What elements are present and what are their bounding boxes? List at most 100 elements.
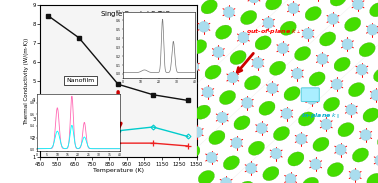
Circle shape	[375, 155, 378, 166]
Circle shape	[249, 0, 259, 3]
Ellipse shape	[324, 97, 339, 111]
Ellipse shape	[259, 101, 275, 115]
Ellipse shape	[345, 17, 361, 31]
Ellipse shape	[334, 57, 350, 71]
Circle shape	[367, 24, 378, 35]
Ellipse shape	[309, 72, 325, 86]
Ellipse shape	[266, 0, 282, 10]
Circle shape	[181, 167, 192, 178]
Ellipse shape	[184, 145, 200, 159]
Circle shape	[356, 64, 367, 75]
Ellipse shape	[238, 181, 254, 183]
Circle shape	[296, 133, 307, 144]
Circle shape	[332, 79, 342, 90]
Circle shape	[223, 7, 234, 18]
Ellipse shape	[367, 173, 378, 183]
Circle shape	[206, 152, 217, 163]
Ellipse shape	[270, 61, 286, 75]
Circle shape	[306, 94, 317, 104]
Ellipse shape	[245, 76, 260, 90]
Circle shape	[350, 169, 361, 180]
Ellipse shape	[305, 7, 321, 21]
Circle shape	[267, 83, 278, 94]
Ellipse shape	[352, 148, 369, 162]
Ellipse shape	[255, 36, 271, 50]
Ellipse shape	[359, 43, 375, 57]
Ellipse shape	[319, 32, 336, 46]
Circle shape	[302, 28, 313, 39]
Circle shape	[335, 144, 346, 155]
FancyBboxPatch shape	[301, 88, 319, 102]
Ellipse shape	[176, 14, 192, 29]
Ellipse shape	[330, 0, 346, 6]
Circle shape	[321, 119, 332, 130]
Y-axis label: Thermal Conductivity (W/(m·K)): Thermal Conductivity (W/(m·K))	[24, 38, 29, 125]
Text: Single Crystal SrTiO$_3$: Single Crystal SrTiO$_3$	[100, 10, 174, 20]
Circle shape	[253, 57, 263, 68]
Ellipse shape	[338, 123, 354, 137]
Ellipse shape	[209, 130, 225, 145]
Ellipse shape	[230, 51, 246, 65]
Circle shape	[188, 61, 199, 72]
Ellipse shape	[234, 116, 250, 130]
Ellipse shape	[191, 40, 207, 54]
Circle shape	[192, 127, 203, 138]
Circle shape	[228, 72, 238, 83]
Ellipse shape	[280, 21, 296, 35]
Ellipse shape	[288, 152, 304, 166]
Text: Nanofilm: Nanofilm	[67, 78, 94, 83]
Circle shape	[246, 163, 257, 174]
Circle shape	[213, 47, 224, 58]
Text: in-plane $k_\parallel$: in-plane $k_\parallel$	[301, 112, 340, 122]
Ellipse shape	[313, 137, 329, 151]
Ellipse shape	[220, 90, 235, 104]
Ellipse shape	[363, 108, 378, 122]
Circle shape	[217, 112, 228, 123]
Ellipse shape	[241, 10, 257, 25]
Circle shape	[317, 53, 328, 64]
Circle shape	[277, 43, 288, 54]
Ellipse shape	[215, 25, 232, 39]
Circle shape	[184, 0, 195, 7]
Circle shape	[198, 21, 209, 32]
Circle shape	[271, 148, 282, 159]
Circle shape	[310, 159, 321, 170]
Circle shape	[202, 87, 213, 98]
Circle shape	[177, 101, 188, 112]
Text: out-of-plane $k_\perp$: out-of-plane $k_\perp$	[246, 27, 301, 36]
Ellipse shape	[302, 177, 318, 183]
Circle shape	[221, 177, 231, 183]
Ellipse shape	[205, 65, 221, 79]
Circle shape	[292, 68, 303, 79]
Circle shape	[238, 32, 249, 43]
Ellipse shape	[377, 133, 378, 147]
Circle shape	[281, 108, 292, 119]
Ellipse shape	[327, 163, 344, 177]
Ellipse shape	[223, 156, 240, 170]
Circle shape	[360, 130, 371, 141]
Ellipse shape	[284, 87, 300, 101]
X-axis label: Temperature (K): Temperature (K)	[93, 168, 144, 173]
Circle shape	[231, 137, 242, 148]
Ellipse shape	[194, 105, 211, 119]
Circle shape	[285, 173, 296, 183]
Ellipse shape	[294, 46, 311, 61]
Circle shape	[371, 89, 378, 100]
Ellipse shape	[201, 0, 217, 14]
Ellipse shape	[349, 83, 365, 97]
Circle shape	[242, 97, 253, 108]
Ellipse shape	[373, 68, 378, 82]
Ellipse shape	[248, 141, 265, 155]
Circle shape	[342, 39, 353, 50]
Ellipse shape	[273, 126, 290, 141]
Circle shape	[256, 123, 267, 134]
Circle shape	[263, 17, 274, 28]
Ellipse shape	[370, 3, 378, 17]
Circle shape	[353, 0, 363, 10]
Circle shape	[327, 14, 338, 25]
Circle shape	[288, 3, 299, 14]
Ellipse shape	[198, 170, 214, 183]
Ellipse shape	[180, 80, 196, 94]
Ellipse shape	[298, 112, 314, 126]
Ellipse shape	[263, 167, 279, 181]
